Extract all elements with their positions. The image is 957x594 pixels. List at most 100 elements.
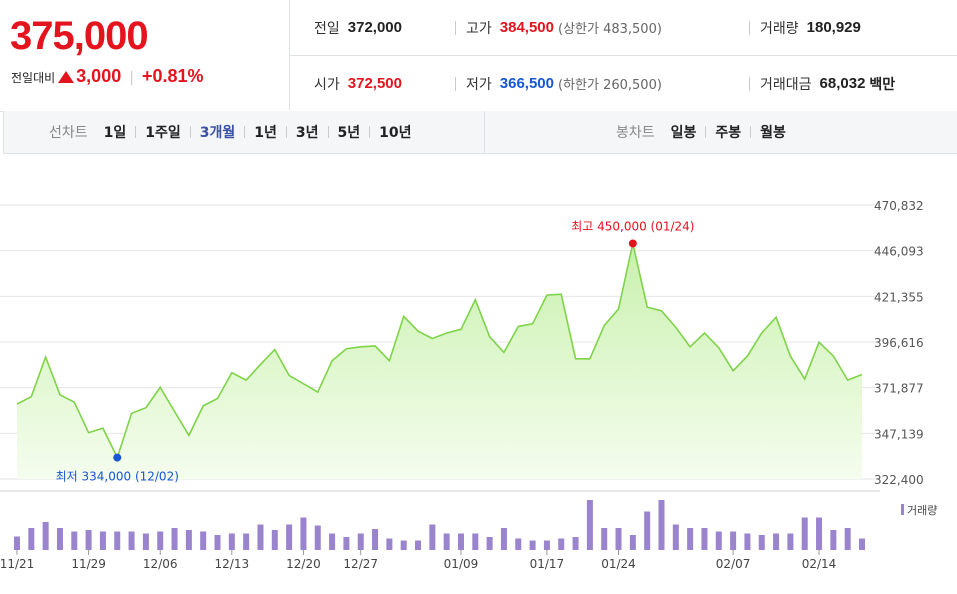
y-tick-label: 322,400	[874, 473, 924, 487]
amount-label: 거래대금	[760, 76, 812, 93]
volume-bar	[615, 528, 622, 550]
prev-close: 전일 372,000	[314, 0, 402, 55]
high-value: 384,500	[499, 19, 554, 36]
change-row: 전일대비 3,000 | +0.81%	[11, 66, 204, 87]
volume-bar	[572, 537, 579, 550]
volume-bar	[787, 533, 794, 550]
x-tick-label: 11/21	[0, 557, 34, 571]
volume-bar	[830, 530, 837, 550]
tab-1d[interactable]: 1일	[103, 125, 127, 141]
line-chart-tabs: 선차트 1일 1주일 3개월 1년 3년 5년 10년	[49, 111, 412, 153]
x-tick-label: 12/06	[143, 557, 178, 571]
volume-bar	[286, 524, 293, 550]
tab-separator	[369, 126, 371, 138]
stock-summary: 375,000 전일대비 3,000 | +0.81% 전일 372,000 고…	[0, 0, 957, 112]
price-chart: 470,832 446,093 421,355 396,616 371,877 347,1…	[0, 199, 937, 571]
tab-separator	[189, 126, 191, 138]
change-percent: +0.81%	[141, 66, 204, 86]
volume-bar	[14, 536, 20, 550]
tab-separator	[705, 126, 707, 138]
tab-5y[interactable]: 5년	[337, 125, 361, 141]
volume-bar	[472, 533, 479, 550]
volume-bar	[357, 533, 364, 550]
volume-bar	[214, 535, 221, 550]
volume-bar	[400, 540, 407, 550]
prev-label: 전일	[314, 20, 340, 37]
volume-bar	[543, 540, 550, 550]
volume-label: 거래량	[760, 20, 799, 37]
volume-bar	[372, 529, 379, 550]
current-price: 375,000	[10, 14, 149, 58]
change-label: 전일대비	[11, 71, 56, 85]
tab-1y[interactable]: 1년	[254, 125, 277, 141]
volume-bar	[243, 533, 250, 550]
volume-bar	[687, 528, 694, 550]
candle-chart-tabs: 봉차트 일봉 주봉 월봉	[616, 111, 786, 153]
volume-bar	[200, 531, 207, 550]
x-tick-label: 01/24	[601, 557, 636, 571]
volume-bar	[171, 528, 178, 550]
volume-bar	[329, 533, 336, 550]
volume-bar	[486, 537, 493, 550]
volume-bar	[859, 538, 865, 550]
volume-bar	[758, 535, 765, 550]
tab-separator	[244, 126, 246, 138]
prev-value: 372,000	[347, 19, 402, 36]
volume-bar	[343, 537, 350, 550]
volume-bar	[314, 525, 321, 550]
volume: 거래량 180,929	[749, 0, 861, 55]
volume-bar	[629, 535, 636, 550]
tab-10y[interactable]: 10년	[379, 125, 412, 141]
tab-monthly[interactable]: 월봉	[760, 125, 786, 141]
tab-separator	[327, 126, 329, 138]
extreme-markers: 최고 450,000 (01/24) 최저 334,000 (12/02)	[56, 219, 695, 483]
high-marker	[628, 239, 637, 248]
low-value: 366,500	[499, 75, 554, 92]
amount-unit: 백만	[869, 76, 896, 93]
volume-bar	[386, 538, 393, 550]
volume-bar	[715, 531, 722, 550]
x-tick-label: 12/13	[215, 557, 250, 571]
x-tick-label: 01/09	[444, 557, 479, 571]
low-price: 저가 366,500 (하한가 260,500)	[455, 56, 662, 111]
volume-bar	[644, 511, 651, 550]
low-marker	[113, 453, 122, 462]
volume-bar	[773, 533, 780, 550]
candle-chart-title: 봉차트	[616, 125, 655, 141]
volume-bars	[14, 500, 865, 550]
volume-bar	[300, 517, 307, 550]
tab-3y[interactable]: 3년	[295, 125, 319, 141]
up-triangle-icon	[58, 71, 75, 83]
volume-bar	[443, 533, 450, 550]
tab-3m[interactable]: 3개월	[199, 125, 236, 141]
pipe-divider	[455, 20, 456, 35]
high-label: 고가	[466, 20, 492, 37]
volume-legend-label: 거래량	[907, 504, 937, 517]
volume-bar	[228, 533, 235, 550]
volume-bar	[271, 530, 278, 550]
line-chart-title: 선차트	[49, 125, 88, 141]
volume-bar	[672, 524, 679, 550]
x-axis-labels: 11/21 11/29 12/06 12/13 12/20 12/27 01/09 01/17…	[0, 550, 836, 571]
tab-1w[interactable]: 1주일	[145, 125, 181, 141]
volume-bar	[515, 538, 522, 550]
tab-weekly[interactable]: 주봉	[715, 125, 742, 141]
change-separator: |	[129, 70, 134, 86]
lower-limit: (하한가 260,500)	[558, 78, 662, 93]
volume-bar	[28, 528, 35, 550]
tab-separator	[135, 126, 137, 138]
volume-bar	[730, 531, 737, 550]
pipe-divider	[749, 76, 750, 91]
volume-bar	[701, 528, 708, 550]
y-tick-label: 470,832	[874, 199, 924, 213]
tab-daily[interactable]: 일봉	[670, 125, 697, 141]
chart-tabs-bar: 선차트 1일 1주일 3개월 1년 3년 5년 10년 봉차트 일봉 주봉 월봉	[3, 111, 957, 154]
low-annotation: 최저 334,000 (12/02)	[56, 470, 179, 484]
volume-bar	[429, 524, 436, 550]
x-tick-label: 02/07	[716, 557, 751, 571]
upper-limit: (상한가 483,500)	[558, 22, 662, 37]
tabs-divider	[484, 111, 485, 153]
x-tick-label: 12/27	[343, 557, 378, 571]
volume-bar	[257, 524, 264, 550]
pipe-divider	[455, 76, 456, 91]
